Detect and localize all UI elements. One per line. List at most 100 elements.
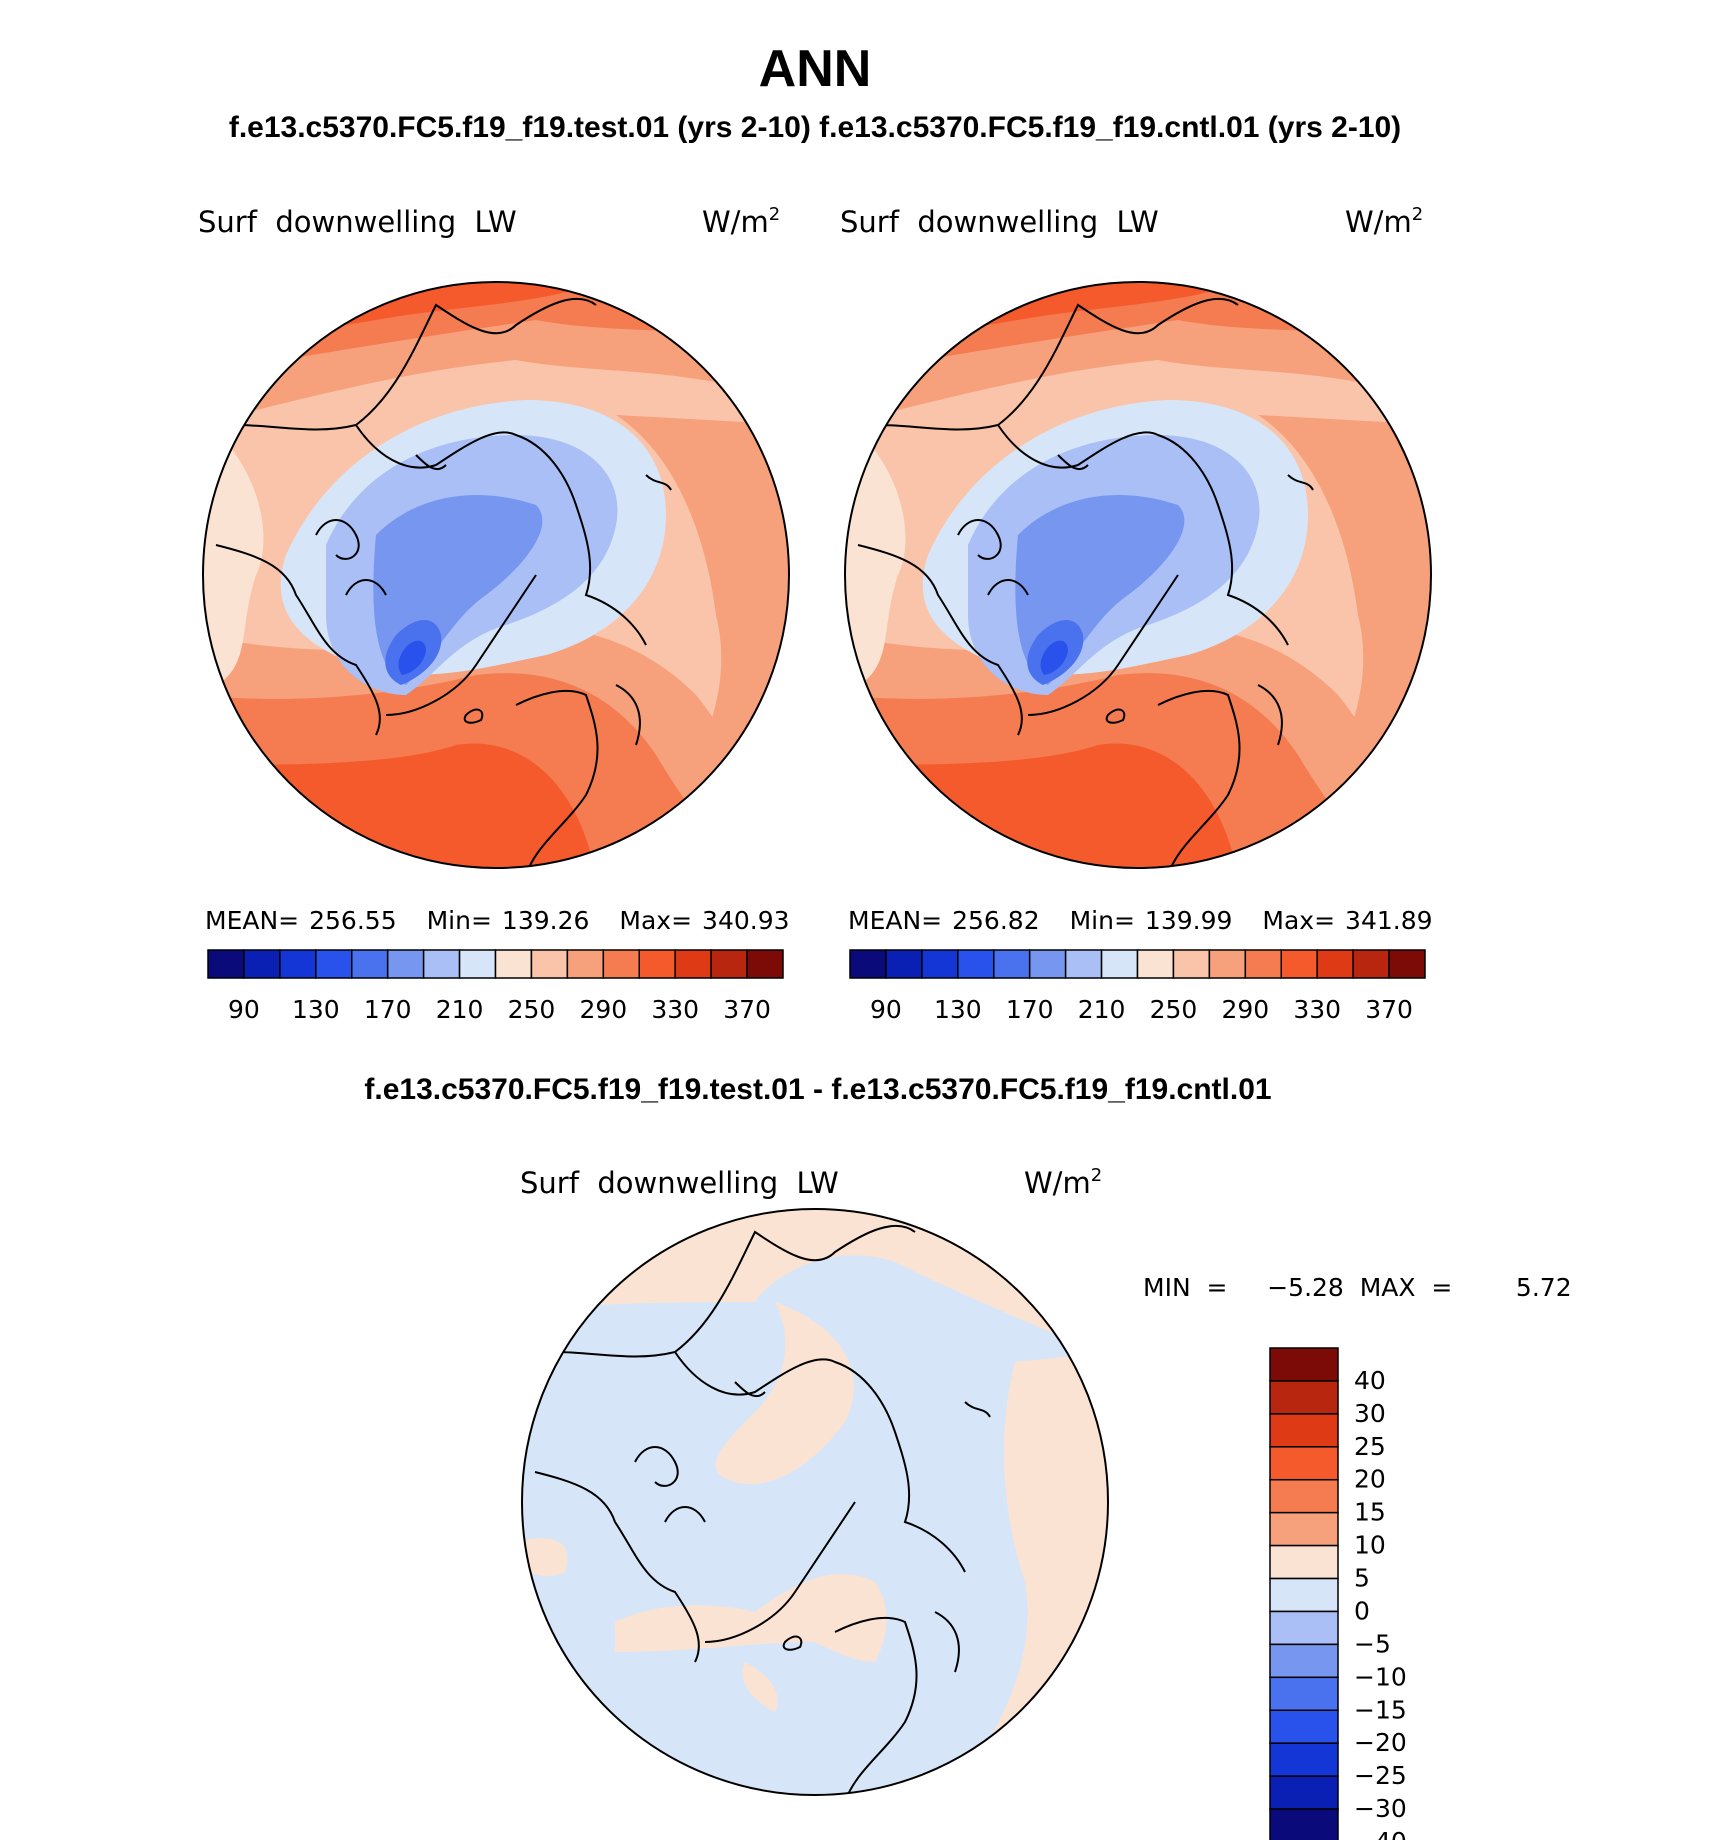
diff-colorbar: 40 30 25 20 15 10 5 0 −5 −10 −15 −20 −25 −30 −40 xyxy=(1269,1347,1407,1840)
left-colorbar-swatch xyxy=(243,949,281,979)
left-variable-label: Surf downwelling LW xyxy=(198,205,517,239)
left-colorbar-swatch xyxy=(279,949,317,979)
right-colorbar-tick-label: 130 xyxy=(934,995,982,1024)
diff-colorbar-swatch xyxy=(1269,1511,1339,1547)
left-colorbar-tick-label: 250 xyxy=(508,995,556,1024)
left-colorbar-tick-label: 130 xyxy=(292,995,340,1024)
main-title: ANN xyxy=(759,40,872,98)
diff-colorbar-swatch xyxy=(1269,1577,1339,1613)
left-colorbar: 90 130 170 210 250 290 330 370 xyxy=(207,949,784,1024)
diff-colorbar-swatch xyxy=(1269,1709,1339,1744)
diff-colorbar-swatch xyxy=(1269,1347,1339,1382)
right-colorbar-swatch xyxy=(1100,949,1139,979)
left-colorbar-swatch xyxy=(386,949,425,979)
diff-colorbar-swatch xyxy=(1269,1643,1339,1679)
right-colorbar-tick-label: 170 xyxy=(1006,995,1054,1024)
left-colorbar-swatch xyxy=(422,949,461,979)
right-stats: MEAN= 256.82 Min= 139.99 Max= 341.89 xyxy=(848,906,1433,935)
right-colorbar-tick-label: 290 xyxy=(1221,995,1269,1024)
left-colorbar-swatch xyxy=(458,949,497,979)
diff-colorbar-tick-label: 25 xyxy=(1354,1432,1386,1461)
diff-colorbar-tick-label: 10 xyxy=(1354,1531,1386,1560)
left-map-border xyxy=(202,281,790,869)
right-map-border xyxy=(844,281,1432,869)
left-map xyxy=(203,282,789,868)
right-colorbar-swatch xyxy=(1388,949,1426,979)
diff-variable-label: Surf downwelling LW xyxy=(520,1166,839,1200)
right-colorbar-tick-label: 250 xyxy=(1150,995,1198,1024)
left-colorbar-tick-label: 210 xyxy=(436,995,484,1024)
left-colorbar-swatch xyxy=(207,949,245,979)
right-colorbar-swatch xyxy=(993,949,1031,979)
right-colorbar-swatch xyxy=(1316,949,1354,979)
right-colorbar-swatch xyxy=(885,949,923,979)
right-colorbar-swatch xyxy=(1244,949,1282,979)
right-colorbar-swatch xyxy=(1172,949,1211,979)
right-units-label: W/m2 xyxy=(1345,204,1423,239)
right-colorbar-swatch xyxy=(1352,949,1390,979)
top-subtitle: f.e13.c5370.FC5.f19_f19.test.01 (yrs 2-1… xyxy=(229,111,1401,144)
right-colorbar-swatch xyxy=(921,949,959,979)
left-colorbar-tick-label: 290 xyxy=(579,995,627,1024)
diff-units-label: W/m2 xyxy=(1024,1165,1102,1200)
diff-colorbar-swatch xyxy=(1269,1775,1339,1810)
right-colorbar-swatch xyxy=(1280,949,1318,979)
diff-stats: MIN = −5.28 MAX = 5.72 xyxy=(1143,1273,1572,1302)
right-colorbar-swatch xyxy=(957,949,995,979)
right-colorbar-tick-label: 330 xyxy=(1293,995,1341,1024)
left-colorbar-tick-label: 330 xyxy=(651,995,699,1024)
diff-colorbar-tick-label: 40 xyxy=(1354,1366,1386,1395)
diff-colorbar-swatch xyxy=(1269,1544,1339,1580)
right-colorbar-tick-label: 210 xyxy=(1078,995,1126,1024)
diff-colorbar-tick-label: 30 xyxy=(1354,1399,1386,1428)
left-colorbar-swatch xyxy=(315,949,353,979)
diff-colorbar-tick-label: −5 xyxy=(1354,1629,1391,1658)
diff-colorbar-tick-label: 20 xyxy=(1354,1465,1386,1494)
diff-colorbar-swatch xyxy=(1269,1742,1339,1777)
right-colorbar-tick-label: 370 xyxy=(1365,995,1413,1024)
diff-colorbar-tick-label: 5 xyxy=(1354,1564,1370,1593)
diff-colorbar-swatch xyxy=(1269,1413,1339,1448)
diff-map-border xyxy=(521,1208,1109,1796)
left-stats: MEAN= 256.55 Min= 139.26 Max= 340.93 xyxy=(205,906,790,935)
diff-colorbar-tick-label: −20 xyxy=(1354,1728,1407,1757)
left-colorbar-tick-label: 170 xyxy=(364,995,412,1024)
diff-title: f.e13.c5370.FC5.f19_f19.test.01 - f.e13.… xyxy=(364,1073,1271,1106)
left-colorbar-swatch xyxy=(566,949,605,979)
diff-colorbar-swatch xyxy=(1269,1676,1339,1712)
right-map xyxy=(845,282,1431,868)
left-colorbar-swatch xyxy=(746,949,784,979)
diff-colorbar-swatch xyxy=(1269,1808,1339,1840)
diff-colorbar-swatch xyxy=(1269,1478,1339,1514)
left-colorbar-swatch xyxy=(351,949,389,979)
diff-colorbar-tick-label: −40 xyxy=(1354,1827,1407,1840)
diff-colorbar-tick-label: −10 xyxy=(1354,1662,1407,1691)
left-colorbar-swatch xyxy=(674,949,712,979)
diff-colorbar-swatch xyxy=(1269,1380,1339,1415)
diff-colorbar-swatch xyxy=(1269,1446,1339,1481)
right-colorbar: 90 130 170 210 250 290 330 370 xyxy=(849,949,1426,1024)
left-colorbar-swatch xyxy=(710,949,748,979)
right-variable-label: Surf downwelling LW xyxy=(840,205,1159,239)
right-colorbar-tick-label: 90 xyxy=(870,995,902,1024)
right-colorbar-swatch xyxy=(1028,949,1067,979)
diff-colorbar-tick-label: 0 xyxy=(1354,1596,1370,1625)
diff-colorbar-tick-label: −15 xyxy=(1354,1695,1407,1724)
right-colorbar-swatch xyxy=(1064,949,1103,979)
left-colorbar-swatch xyxy=(602,949,640,979)
diff-colorbar-tick-label: 15 xyxy=(1354,1498,1386,1527)
left-colorbar-swatch xyxy=(530,949,569,979)
diff-colorbar-tick-label: −25 xyxy=(1354,1761,1407,1790)
right-colorbar-swatch xyxy=(849,949,887,979)
diff-colorbar-tick-label: −30 xyxy=(1354,1794,1407,1823)
right-colorbar-swatch xyxy=(1208,949,1247,979)
left-colorbar-tick-label: 90 xyxy=(228,995,260,1024)
right-colorbar-swatch xyxy=(1136,949,1175,979)
left-colorbar-swatch xyxy=(638,949,676,979)
left-colorbar-swatch xyxy=(494,949,533,979)
diff-colorbar-swatch xyxy=(1269,1610,1339,1646)
left-colorbar-tick-label: 370 xyxy=(723,995,771,1024)
diff-map xyxy=(522,1209,1108,1795)
left-units-label: W/m2 xyxy=(702,204,780,239)
